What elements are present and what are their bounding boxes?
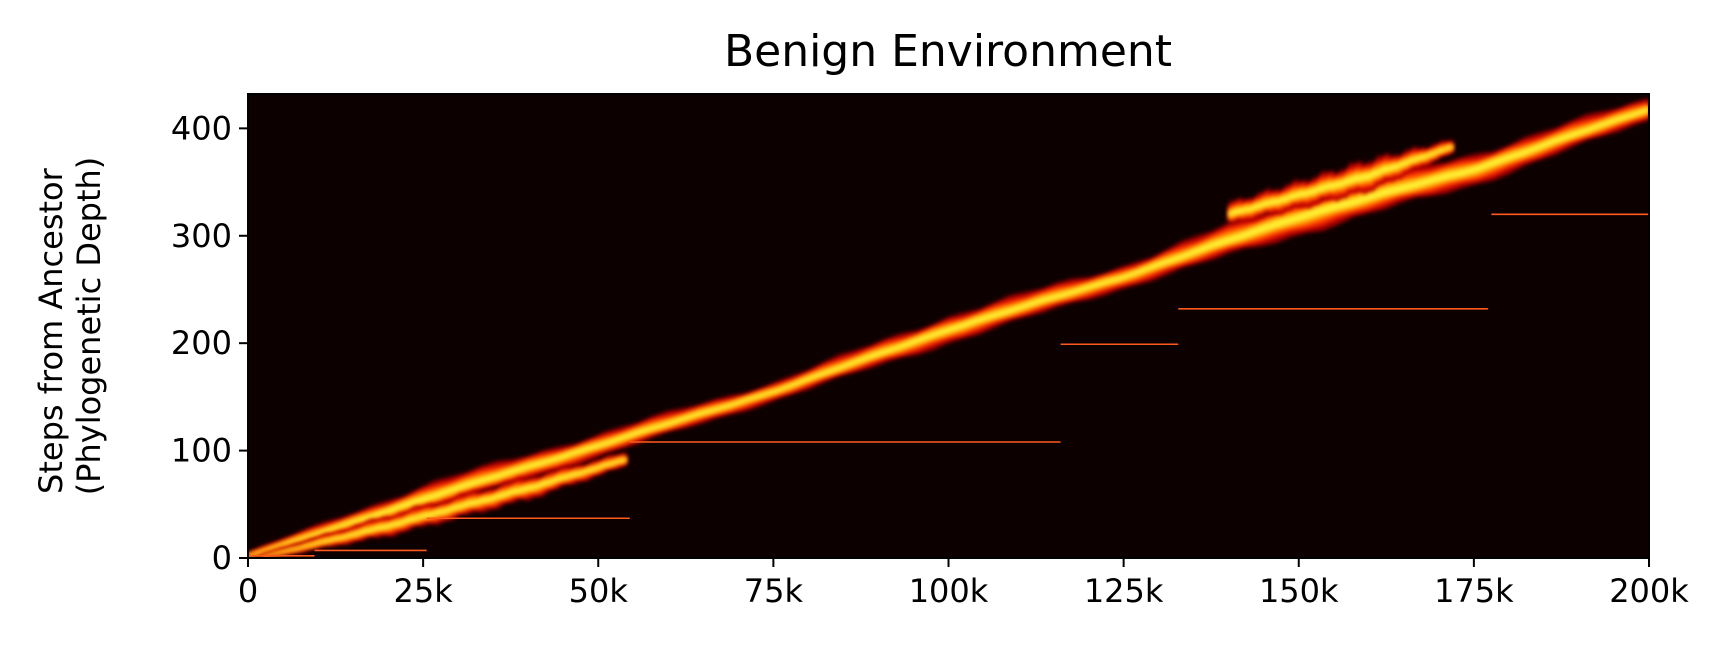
y-tick-label-2: 200 (171, 324, 232, 362)
x-tick-label-8: 200k (1609, 572, 1689, 610)
x-tick-label-2: 50k (569, 572, 629, 610)
y-axis-label: Steps from Ancestor (Phylogenetic Depth) (32, 157, 108, 496)
heatmap-layer (248, 98, 1649, 558)
y-tick-label-3: 300 (171, 217, 232, 255)
y-tick-label-1: 100 (171, 432, 232, 470)
heatmap-band-side-branch-early-level-3 (262, 456, 627, 558)
heatmap-band-side-branch-early-level-4 (262, 457, 627, 558)
heatmap-band-side-branch-late-level-4 (1228, 145, 1453, 217)
y-axis-label-line-2: (Phylogenetic Depth) (70, 157, 108, 496)
x-tick-label-6: 150k (1259, 572, 1339, 610)
x-tick-label-3: 75k (744, 572, 804, 610)
x-tick-label-1: 25k (394, 572, 454, 610)
y-tick-label-4: 400 (171, 109, 232, 147)
segment-layer (251, 213, 1649, 557)
x-tick-label-7: 175k (1434, 572, 1514, 610)
x-tick-label-0: 0 (238, 572, 258, 610)
x-tick-label-4: 100k (909, 572, 989, 610)
heatmap-band-main-lineage-level-4 (248, 106, 1649, 557)
x-tick-label-5: 125k (1084, 572, 1164, 610)
chart-title: Benign Environment (724, 26, 1172, 77)
x-axis: 0 25k 50k 75k 100k 125k 150k 175k 200k (238, 558, 1689, 610)
y-tick-label-0: 0 (212, 539, 232, 577)
y-axis: 0 100 200 300 400 (171, 109, 248, 577)
y-axis-label-line-1: Steps from Ancestor (32, 167, 70, 494)
